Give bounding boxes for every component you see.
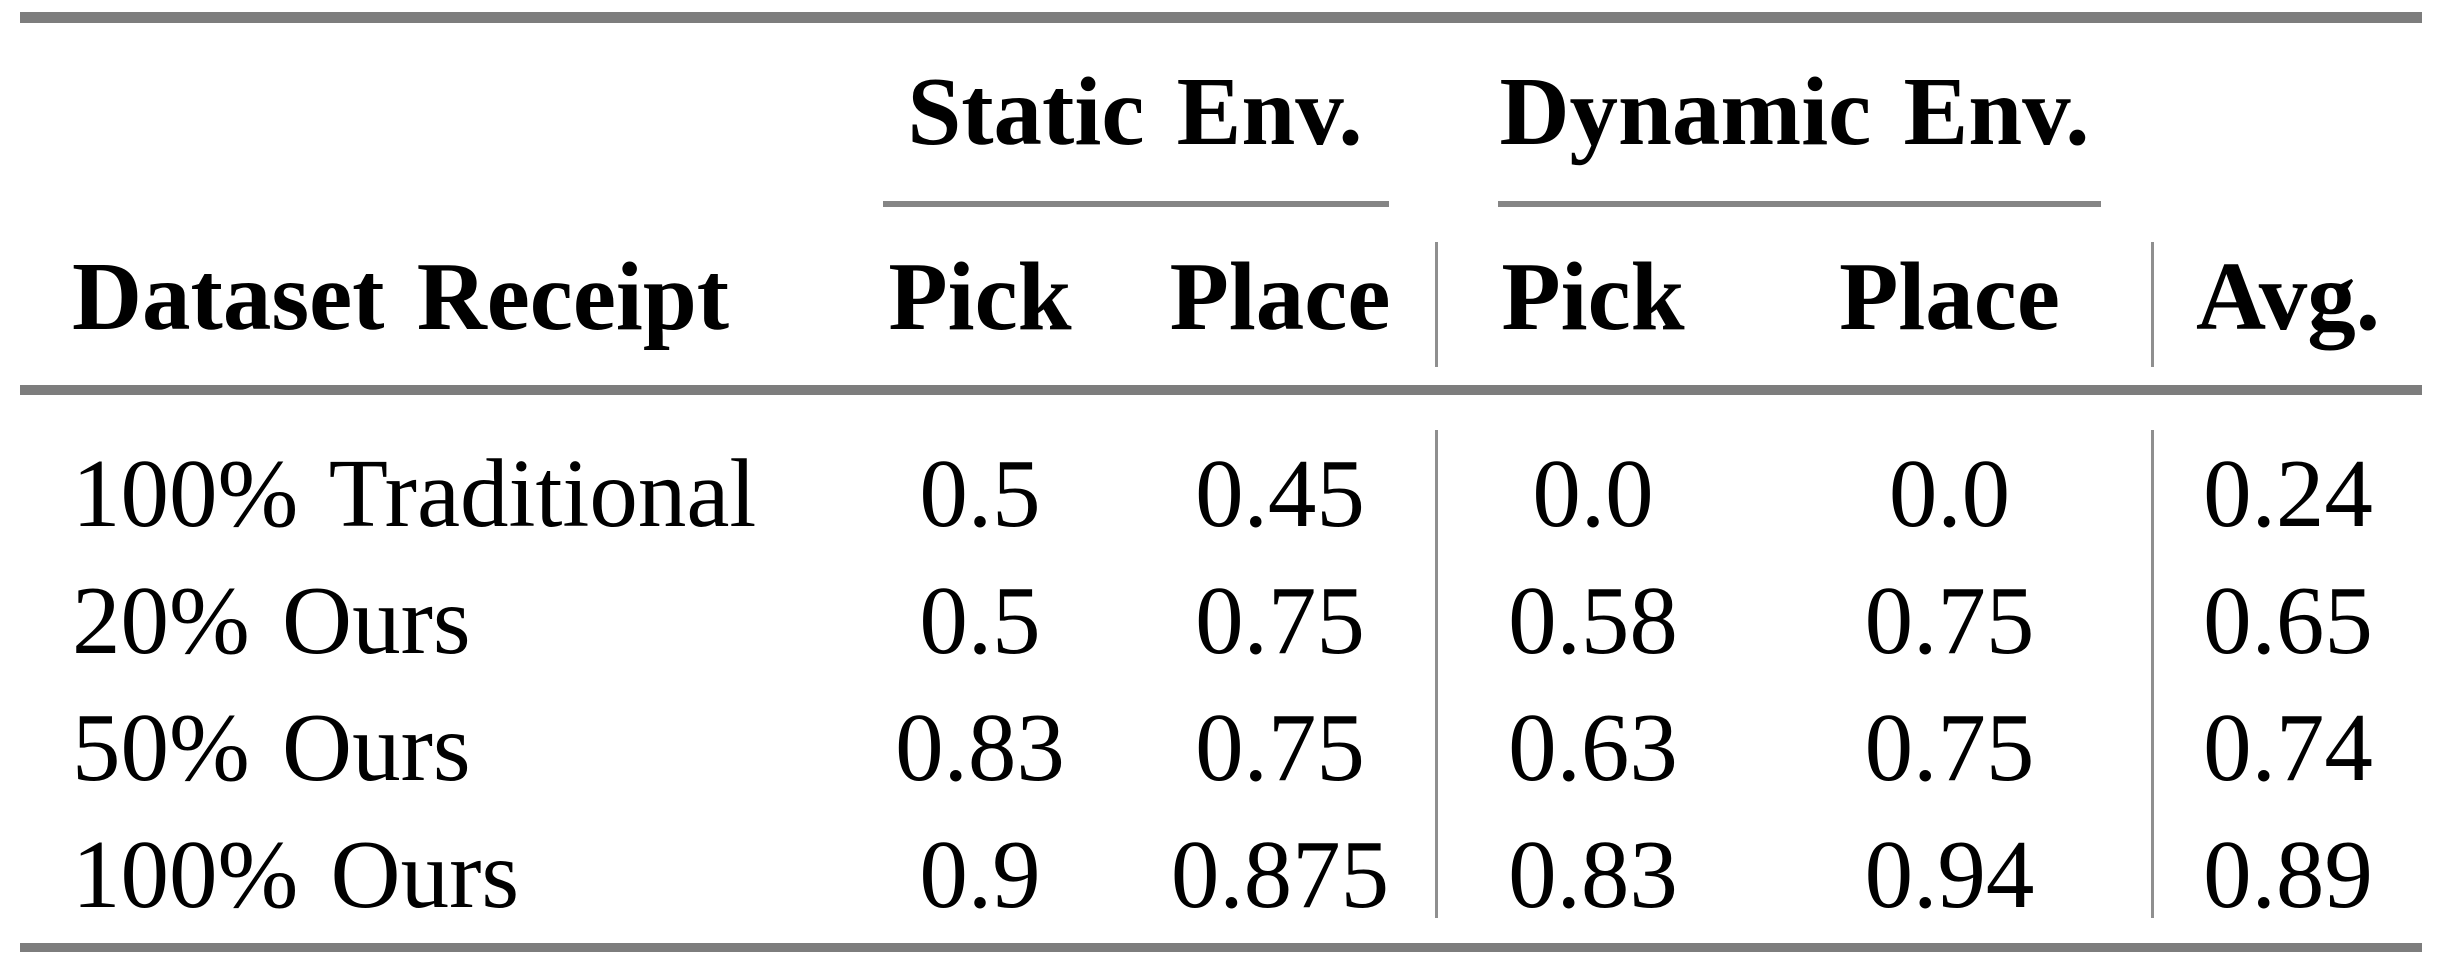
column-header-static-pick: Pick <box>888 243 1072 350</box>
results-table: Static Env. Dynamic Env. Dataset Receipt… <box>20 12 2422 952</box>
group-header-dynamic-env: Dynamic Env. <box>1499 58 2090 165</box>
cell-static-place: 0.875 <box>1170 821 1390 928</box>
cell-dynamic-pick: 0.63 <box>1508 694 1678 801</box>
vertical-separator-header-right <box>2151 242 2154 367</box>
column-header-static-place: Place <box>1169 243 1391 350</box>
column-header-avg: Avg. <box>2195 243 2381 350</box>
row-label: 20% Ours <box>72 567 471 674</box>
row-label: 50% Ours <box>72 694 471 801</box>
vertical-separator-body-left <box>1435 430 1438 918</box>
mid-rule <box>20 385 2422 395</box>
cell-static-pick: 0.9 <box>919 821 1041 928</box>
row-label: 100% Traditional <box>72 440 757 547</box>
cell-static-place: 0.75 <box>1195 567 1365 674</box>
cell-dynamic-pick: 0.83 <box>1508 821 1678 928</box>
row-label: 100% Ours <box>72 821 520 928</box>
vertical-separator-header-left <box>1435 242 1438 367</box>
cell-dynamic-pick: 0.0 <box>1532 440 1654 547</box>
cell-static-place: 0.75 <box>1195 694 1365 801</box>
cell-dynamic-place: 0.94 <box>1864 821 2035 928</box>
column-header-dynamic-place: Place <box>1839 243 2060 350</box>
cell-dynamic-place: 0.75 <box>1864 694 2035 801</box>
cmidrule-static-env <box>883 201 1389 207</box>
column-header-dataset-receipt: Dataset Receipt <box>72 243 730 350</box>
cell-dynamic-place: 0.0 <box>1888 440 2011 547</box>
cell-dynamic-pick: 0.58 <box>1508 567 1678 674</box>
cell-dynamic-place: 0.75 <box>1864 567 2035 674</box>
group-header-static-env: Static Env. <box>907 58 1363 165</box>
cell-avg: 0.89 <box>2203 821 2373 928</box>
cell-static-pick: 0.5 <box>919 440 1041 547</box>
cell-avg: 0.24 <box>2203 440 2373 547</box>
cell-static-pick: 0.5 <box>919 567 1041 674</box>
cmidrule-dynamic-env <box>1498 201 2101 207</box>
column-header-dynamic-pick: Pick <box>1501 243 1685 350</box>
top-rule <box>20 12 2422 23</box>
bottom-rule <box>20 943 2422 952</box>
vertical-separator-body-right <box>2151 430 2154 918</box>
cell-avg: 0.74 <box>2203 694 2373 801</box>
cell-static-pick: 0.83 <box>895 694 1065 801</box>
cell-static-place: 0.45 <box>1195 440 1365 547</box>
cell-avg: 0.65 <box>2203 567 2373 674</box>
